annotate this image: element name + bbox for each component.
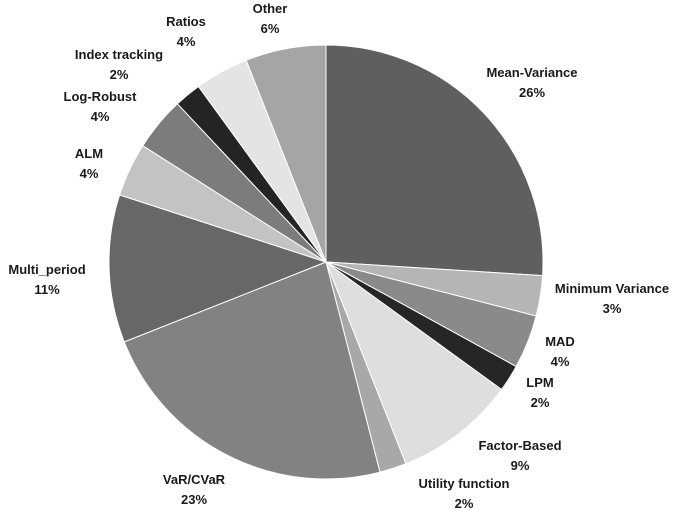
slice-label-name: VaR/CVaR [163,472,226,487]
pie-slices [108,44,544,480]
slice-label-mean-variance: Mean-Variance 26% [486,65,577,100]
slice-label-value: 26% [519,85,545,100]
slice-label-mad: MAD 4% [545,334,575,369]
slice-label-name: Other [253,1,288,16]
slice-label-value: 4% [91,109,110,124]
slice-label-name: ALM [75,146,103,161]
slice-label-log-robust: Log-Robust 4% [64,89,138,124]
slice-label-name: Multi_period [8,262,85,277]
slice-label-value: 2% [531,395,550,410]
slice-label-minimum-variance: Minimum Variance 3% [555,281,669,316]
slice-label-name: Index tracking [75,47,163,62]
slice-label-name: Log-Robust [64,89,138,104]
slice-label-name: Minimum Variance [555,281,669,296]
pie-slice-other [245,44,327,263]
slice-label-value: 4% [177,34,196,49]
slice-label-name: Ratios [166,14,206,29]
slice-label-value: 2% [455,496,474,510]
slice-label-value: 9% [511,458,530,473]
slice-label-lpm: LPM 2% [526,375,553,410]
slice-label-value: 6% [261,21,280,36]
slice-label-value: 11% [34,282,60,297]
slice-label-value: 23% [181,492,207,507]
slice-label-utility-function: Utility function 2% [419,476,510,510]
slice-label-name: Utility function [419,476,510,491]
pie-slice-multi-period [108,194,328,343]
slice-label-other: Other 6% [253,1,288,36]
slice-label-value: 3% [603,301,622,316]
slice-label-name: MAD [545,334,575,349]
slice-label-name: Mean-Variance [486,65,577,80]
pie-slice-factor-based [324,260,503,465]
slice-label-index-tracking: Index tracking 2% [75,47,163,82]
pie-labels: Mean-Variance 26%Minimum Variance 3%MAD 4%L… [8,1,669,510]
slice-label-value: 2% [110,67,129,82]
slice-label-name: Factor-Based [478,438,561,453]
slice-label-ratios: Ratios 4% [166,14,206,49]
slice-label-multi-period: Multi_period 11% [8,262,85,297]
slice-label-value: 4% [551,354,570,369]
pie-slice-mean-variance [325,44,544,277]
slice-label-value: 4% [80,166,99,181]
slice-label-factor-based: Factor-Based 9% [478,438,561,473]
pie-slice-var-cvar [123,261,381,480]
slice-label-alm: ALM 4% [75,146,103,181]
slice-label-name: LPM [526,375,553,390]
slice-label-var-cvar: VaR/CVaR 23% [163,472,226,507]
